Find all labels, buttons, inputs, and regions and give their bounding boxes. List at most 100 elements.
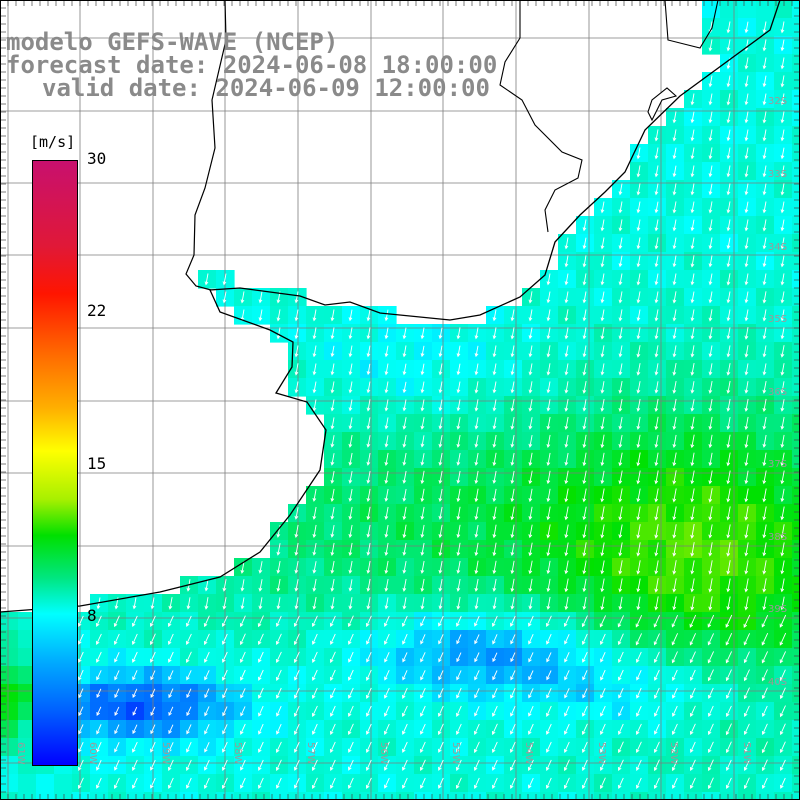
wind-arrow <box>672 147 677 160</box>
wind-speed-cell <box>414 792 433 800</box>
wind-arrow <box>780 201 785 214</box>
wind-arrow <box>275 741 282 753</box>
wind-arrow <box>780 578 785 593</box>
wind-arrow <box>744 363 749 376</box>
wind-arrow <box>312 669 318 681</box>
wind-arrow <box>420 723 426 735</box>
wind-arrow <box>600 291 605 304</box>
wind-arrow <box>78 742 84 753</box>
wind-arrow <box>654 273 659 286</box>
wind-speed-cell <box>792 198 800 217</box>
wind-arrow <box>402 633 408 645</box>
wind-arrow <box>312 633 318 645</box>
wind-arrow <box>564 416 569 430</box>
wind-arrow <box>420 652 426 663</box>
wind-arrow <box>492 309 497 322</box>
wind-arrow <box>366 381 371 394</box>
wind-arrow <box>654 183 659 196</box>
wind-arrow <box>509 741 516 753</box>
wind-arrow <box>402 417 407 430</box>
wind-arrow <box>95 633 102 645</box>
wind-arrow <box>384 470 389 485</box>
wind-arrow <box>762 21 767 34</box>
wind-arrow <box>491 741 498 753</box>
wind-arrow <box>150 706 156 716</box>
wind-arrow <box>708 470 713 485</box>
wind-arrow <box>762 309 767 322</box>
wind-arrow <box>672 111 677 124</box>
longitude-label: 61W <box>15 742 26 765</box>
wind-arrow <box>438 759 444 771</box>
latitude-label: 37S <box>768 459 787 470</box>
wind-arrow <box>780 416 785 430</box>
wind-arrow <box>600 255 605 268</box>
wind-arrow <box>725 614 733 628</box>
wind-arrow <box>167 633 174 645</box>
wind-arrow <box>438 741 444 753</box>
wind-arrow <box>293 705 300 717</box>
wind-arrow <box>582 452 587 467</box>
wind-arrow <box>690 741 696 753</box>
wind-arrow <box>312 363 317 376</box>
wind-arrow <box>456 615 462 627</box>
wind-arrow <box>366 506 371 521</box>
wind-arrow <box>744 21 749 34</box>
wind-arrow <box>330 542 335 557</box>
wind-arrow <box>294 524 299 539</box>
wind-arrow <box>402 597 407 610</box>
wind-arrow <box>564 542 569 557</box>
wind-arrow <box>150 759 156 771</box>
wind-arrow <box>744 434 749 449</box>
wind-arrow <box>708 147 713 160</box>
wind-arrow <box>77 759 84 771</box>
wind-arrow <box>708 39 713 52</box>
wind-arrow <box>726 506 731 521</box>
wind-arrow <box>653 741 660 754</box>
wind-arrow <box>114 742 120 753</box>
wind-arrow <box>330 687 336 699</box>
wind-arrow <box>131 633 138 645</box>
wind-arrow <box>186 724 192 735</box>
wind-arrow <box>546 327 551 340</box>
wind-arrow <box>546 416 551 430</box>
wind-arrow <box>636 670 642 681</box>
longitude-label: 51W <box>741 742 752 765</box>
wind-arrow <box>708 309 713 322</box>
wind-speed-cell <box>792 108 800 127</box>
wind-arrow <box>203 777 210 789</box>
wind-arrow <box>384 542 389 557</box>
wind-arrow <box>780 399 785 412</box>
wind-arrow <box>438 579 443 592</box>
wind-speed-cell <box>792 648 800 667</box>
wind-arrow <box>546 542 551 557</box>
wind-arrow <box>132 777 138 789</box>
wind-arrow <box>780 39 785 52</box>
wind-arrow <box>581 615 588 628</box>
wind-arrow <box>708 201 713 214</box>
wind-arrow <box>258 705 264 717</box>
wind-arrow <box>510 488 515 503</box>
wind-arrow <box>510 524 515 539</box>
wind-arrow <box>707 759 714 772</box>
wind-arrow <box>654 705 660 717</box>
wind-arrow <box>528 688 534 699</box>
wind-speed-cell <box>396 792 415 800</box>
wind-arrow <box>779 759 786 771</box>
wind-arrow <box>780 57 785 70</box>
wind-arrow <box>761 723 768 736</box>
wind-arrow <box>474 417 479 430</box>
wind-arrow <box>312 399 317 412</box>
wind-arrow <box>78 633 84 645</box>
wind-arrow <box>384 363 389 376</box>
wind-arrow <box>312 327 317 340</box>
wind-speed-cell <box>792 576 800 595</box>
wind-speed-cell <box>0 792 19 800</box>
wind-arrow <box>564 327 569 340</box>
wind-arrow <box>186 688 192 699</box>
wind-arrow <box>150 670 156 681</box>
wind-arrow <box>780 488 785 503</box>
wind-arrow <box>204 597 209 610</box>
wind-arrow <box>744 309 749 322</box>
wind-arrow <box>672 416 677 431</box>
